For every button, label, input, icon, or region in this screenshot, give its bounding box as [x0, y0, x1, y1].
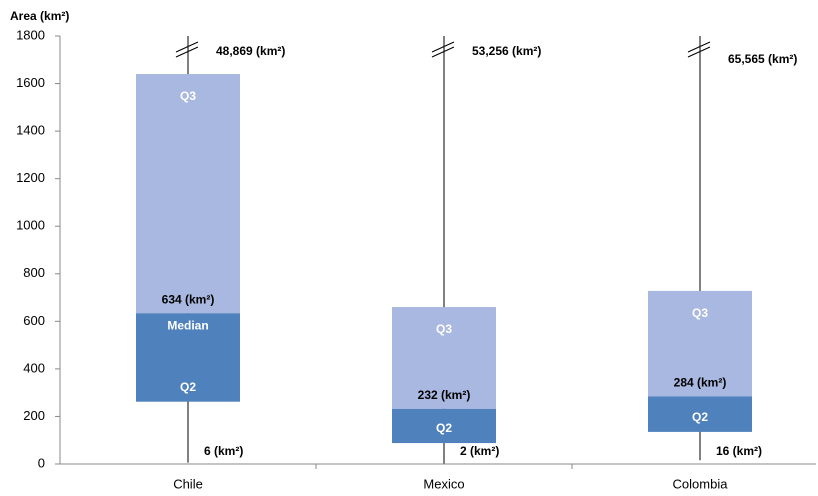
y-tick-label: 1000	[16, 218, 45, 233]
box-label: Q3	[692, 306, 708, 320]
lower-box	[392, 408, 496, 444]
median-label: 284 (km²)	[674, 376, 727, 390]
max-label: 65,565 (km²)	[728, 52, 797, 66]
median-label: 232 (km²)	[418, 388, 471, 402]
y-tick-label: 600	[23, 313, 45, 328]
box-label: Q3	[436, 322, 452, 336]
y-tick-label: 0	[38, 455, 45, 470]
median-annotation: Median	[167, 318, 208, 332]
upper-box	[648, 290, 752, 397]
y-tick-label: 1400	[16, 123, 45, 138]
min-label: 6 (km²)	[204, 444, 243, 458]
median-label: 634 (km²)	[162, 292, 215, 306]
upper-box	[136, 74, 240, 314]
y-tick-label: 800	[23, 265, 45, 280]
axis-break	[687, 41, 711, 53]
y-tick-label: 1600	[16, 75, 45, 90]
upper-box	[392, 307, 496, 409]
box-label: Q2	[692, 410, 708, 424]
max-label: 48,869 (km²)	[216, 44, 285, 58]
x-tick-label: Chile	[173, 476, 203, 491]
axis-break	[175, 46, 199, 58]
lower-box	[648, 396, 752, 432]
y-tick-label: 1800	[16, 27, 45, 42]
y-tick-label: 1200	[16, 170, 45, 185]
x-tick-label: Mexico	[423, 476, 464, 491]
box-label: Q3	[180, 89, 196, 103]
lower-box	[136, 313, 240, 402]
y-axis-title: Area (km²)	[10, 9, 69, 23]
axis-break	[175, 41, 199, 53]
axis-break	[431, 41, 455, 53]
min-label: 16 (km²)	[716, 444, 762, 458]
max-label: 53,256 (km²)	[472, 44, 541, 58]
x-tick-label: Colombia	[673, 476, 729, 491]
box-label: Q2	[180, 380, 196, 394]
axis-break	[687, 46, 711, 58]
box-label: Q2	[436, 421, 452, 435]
y-tick-label: 400	[23, 360, 45, 375]
min-label: 2 (km²)	[460, 444, 499, 458]
y-tick-label: 200	[23, 408, 45, 423]
axis-break	[431, 46, 455, 58]
